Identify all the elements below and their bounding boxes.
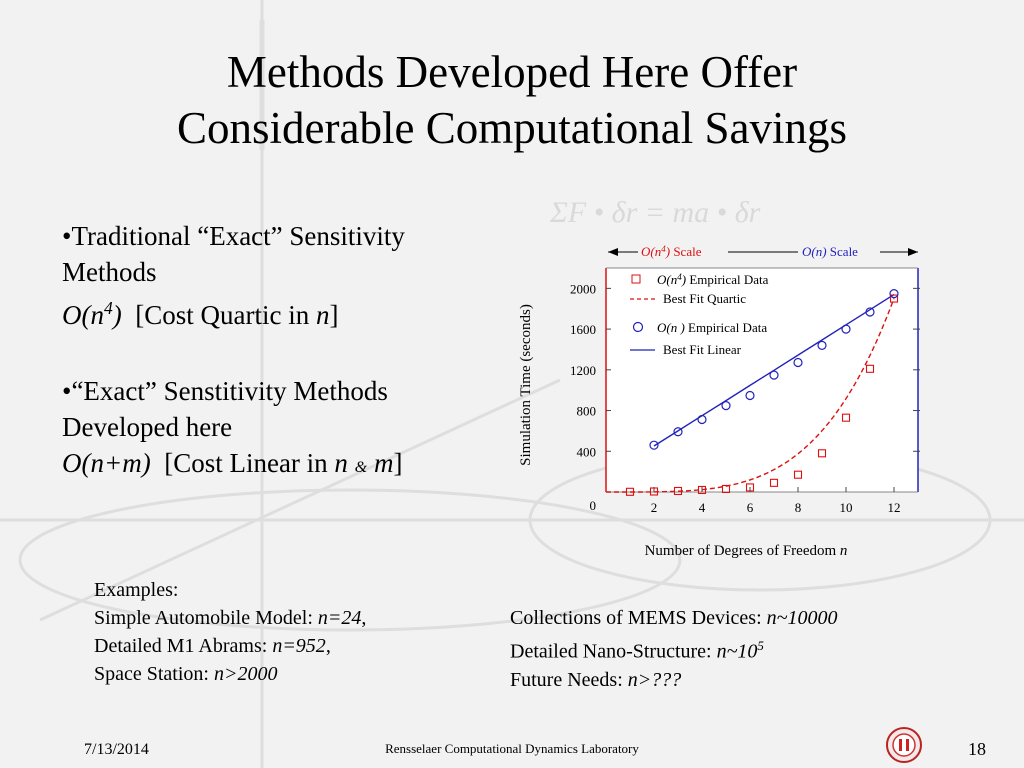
fit-lines bbox=[606, 293, 895, 493]
bullet-2-line-2: Developed here bbox=[62, 412, 233, 442]
example-automobile: Simple Automobile Model: n=24, bbox=[94, 607, 367, 629]
bullet-1-line-1: •Traditional “Exact” Sensitivity bbox=[62, 221, 405, 251]
left-tick-label: 800 bbox=[577, 404, 597, 419]
linear-data-point bbox=[769, 370, 779, 380]
background-formula: ΣF • δr = ma • δr bbox=[549, 196, 761, 229]
legend-quartic-fit: Best Fit Quartic bbox=[663, 291, 746, 306]
left-tick-label: 1600 bbox=[570, 322, 596, 337]
bullet-list: •Traditional “Exact” Sensitivity Methods… bbox=[62, 218, 512, 485]
quartic-cost: [Cost Quartic in bbox=[135, 300, 316, 330]
linear-data-point bbox=[649, 440, 659, 450]
linear-data-point bbox=[841, 324, 851, 334]
quartic-data-point bbox=[625, 487, 635, 496]
left-ticks: 0 400 800 1200 1600 2000 bbox=[570, 281, 611, 513]
quartic-data-point bbox=[769, 478, 779, 487]
legend-linear-data: O(n ) Empirical Data bbox=[657, 320, 767, 335]
left-tick-label: 2000 bbox=[570, 281, 596, 296]
legend: O(n4) Empirical Data Best Fit Quartic O(… bbox=[630, 272, 769, 357]
linear-cost: [Cost Linear in bbox=[164, 448, 335, 478]
legend-circle-marker bbox=[632, 321, 644, 333]
footer-date: 7/13/2014 bbox=[84, 741, 149, 758]
examples-heading: Examples: bbox=[94, 579, 179, 601]
legend-square-marker bbox=[631, 274, 641, 284]
bullet-2-line-1: •“Exact” Senstitivity Methods bbox=[62, 376, 388, 406]
quartic-scale-label: O(n4) Scale bbox=[641, 244, 702, 259]
examples-left: Examples: Simple Automobile Model: n=24,… bbox=[94, 576, 366, 688]
bullet-1-line-2: Methods bbox=[62, 257, 157, 287]
quartic-data-point bbox=[889, 294, 899, 303]
x-tick-label: 4 bbox=[699, 500, 706, 515]
example-abrams: Detailed M1 Abrams: n=952, bbox=[94, 635, 331, 657]
quartic-data-point bbox=[721, 484, 731, 493]
page-number: 18 bbox=[968, 739, 986, 759]
linear-data-point bbox=[745, 390, 755, 401]
linear-data-point bbox=[817, 340, 827, 350]
quartic-formula: O(n4) bbox=[62, 298, 122, 330]
linear-formula: O(n+m) bbox=[62, 448, 151, 478]
quartic-data-point bbox=[649, 487, 659, 496]
example-future: Future Needs: n>??? bbox=[510, 668, 682, 691]
legend-quartic-data: O(n4) Empirical Data bbox=[657, 272, 769, 287]
bullet-2-formula-line: O(n+m) [Cost Linear in n & m] bbox=[62, 448, 403, 478]
data-points bbox=[625, 289, 899, 496]
quartic-data-point bbox=[697, 485, 707, 495]
scale-header: O(n4) Scale O(n) Scale bbox=[608, 242, 918, 260]
quartic-data-point bbox=[673, 486, 683, 496]
university-seal-icon bbox=[886, 727, 922, 763]
example-space-station: Space Station: n>2000 bbox=[94, 663, 278, 685]
slide-title: Methods Developed Here Offer Considerabl… bbox=[0, 44, 1024, 156]
legend-linear-fit: Best Fit Linear bbox=[663, 342, 742, 357]
left-tick-label: 400 bbox=[577, 444, 597, 459]
quartic-data-point bbox=[865, 364, 875, 373]
quartic-fit-line bbox=[606, 298, 895, 493]
linear-data-point bbox=[673, 427, 683, 437]
linear-data-point bbox=[793, 357, 803, 368]
x-tick-label: 2 bbox=[651, 500, 658, 515]
footer-lab-name: Rensselaer Computational Dynamics Labora… bbox=[385, 741, 639, 756]
x-tick-label: 12 bbox=[888, 500, 901, 515]
linear-data-point bbox=[865, 307, 875, 317]
plot-area bbox=[606, 268, 918, 492]
right-ticks: 0.10.20.30.40.5 bbox=[913, 287, 920, 452]
quartic-data-point bbox=[793, 470, 803, 479]
x-tick-label: 8 bbox=[795, 500, 802, 515]
left-tick-label: 0 bbox=[590, 498, 597, 513]
quartic-data-point bbox=[841, 413, 851, 422]
linear-fit-line bbox=[653, 293, 895, 447]
bullet-1-formula-line: O(n4) [Cost Quartic in n] bbox=[62, 298, 339, 330]
x-tick-label: 6 bbox=[747, 500, 754, 515]
quartic-data-point bbox=[745, 483, 755, 492]
example-mems: Collections of MEMS Devices: n~10000 bbox=[510, 607, 838, 629]
examples-right: Collections of MEMS Devices: n~10000 Det… bbox=[510, 604, 837, 694]
linear-data-point bbox=[721, 401, 731, 411]
left-tick-label: 1200 bbox=[570, 363, 596, 378]
quartic-cost-var: n bbox=[316, 300, 330, 330]
x-axis-label: Number of Degrees of Freedom n bbox=[645, 543, 848, 559]
title-line-2: Considerable Computational Savings bbox=[177, 103, 847, 153]
title-line-1: Methods Developed Here Offer bbox=[226, 47, 798, 97]
linear-data-point bbox=[697, 414, 707, 425]
x-tick-label: 10 bbox=[840, 500, 853, 515]
example-nano: Detailed Nano-Structure: n~105 bbox=[510, 638, 764, 663]
simulation-time-chart: O(n4) Scale O(n) Scale 04008001200160020… bbox=[518, 242, 920, 559]
linear-data-point bbox=[889, 289, 899, 299]
linear-scale-label: O(n) Scale bbox=[802, 244, 858, 259]
x-ticks: 2 4 6 8 10 12 bbox=[651, 487, 901, 515]
y-axis-label: Simulation Time (seconds) bbox=[518, 304, 534, 466]
quartic-data-point bbox=[817, 449, 827, 458]
